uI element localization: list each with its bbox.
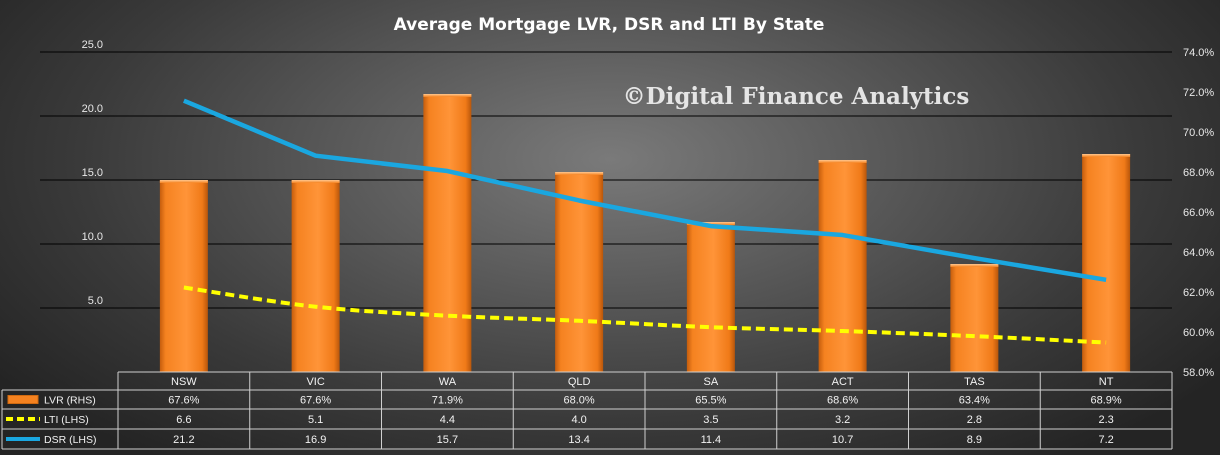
data-label: 13.4: [568, 434, 589, 446]
data-label: 7.2: [1098, 434, 1113, 446]
y-right-tick-label: 70.0%: [1183, 127, 1214, 139]
legend-label: LTI (LHS): [44, 414, 89, 426]
category-label: VIC: [306, 376, 324, 388]
y-axis-left: 5.0 10.0 15.0 20.0 25.0: [82, 39, 103, 307]
y-right-tick-label: 62.0%: [1183, 287, 1214, 299]
y-left-tick-label: 10.0: [82, 231, 103, 243]
data-label: 2.3: [1098, 414, 1113, 426]
y-right-tick-label: 60.0%: [1183, 327, 1214, 339]
legend-label: LVR (RHS): [44, 395, 96, 407]
data-label: 2.8: [967, 414, 982, 426]
data-label: 4.4: [440, 414, 455, 426]
data-label: 4.0: [571, 414, 586, 426]
bar-series: [159, 94, 1131, 372]
legend-label: DSR (LHS): [44, 434, 97, 446]
chart-title: Average Mortgage LVR, DSR and LTI By Sta…: [394, 15, 825, 35]
data-label: 8.9: [967, 434, 982, 446]
y-left-tick-label: 25.0: [82, 39, 103, 51]
line-series: [183, 98, 1107, 345]
bar-cap: [159, 180, 208, 183]
data-label: 67.6%: [300, 395, 331, 407]
bar-cap: [423, 94, 472, 97]
data-label: 16.9: [305, 434, 326, 446]
category-label: WA: [439, 376, 457, 388]
data-label: 10.7: [832, 434, 853, 446]
watermark: ©Digital Finance Analytics: [623, 83, 970, 110]
bar-cap: [291, 180, 340, 183]
gridlines: [40, 51, 1172, 309]
data-label: 65.5%: [695, 395, 726, 407]
data-label: 63.4%: [959, 395, 990, 407]
data-label: 6.6: [176, 414, 191, 426]
data-label: 5.1: [308, 414, 323, 426]
bar-cap: [1082, 154, 1131, 157]
y-right-tick-label: 68.0%: [1183, 167, 1214, 179]
data-label: 68.6%: [827, 395, 858, 407]
bar: [950, 264, 999, 372]
data-label: 21.2: [173, 434, 194, 446]
y-right-tick-label: 74.0%: [1183, 47, 1214, 59]
bar: [686, 222, 735, 372]
y-left-tick-label: 5.0: [88, 295, 103, 307]
bar: [423, 94, 472, 372]
data-label: 15.7: [437, 434, 458, 446]
dsr-line: [183, 98, 1107, 283]
y-right-tick-label: 58.0%: [1183, 367, 1214, 379]
y-left-tick-label: 15.0: [82, 167, 103, 179]
category-label: SA: [704, 376, 719, 388]
data-label: 68.9%: [1091, 395, 1122, 407]
bar-cap: [950, 264, 999, 267]
lti-line: [183, 285, 1107, 345]
data-label: 68.0%: [564, 395, 595, 407]
y-right-tick-label: 64.0%: [1183, 247, 1214, 259]
data-label: 71.9%: [432, 395, 463, 407]
bar: [1082, 154, 1131, 372]
bar: [291, 180, 340, 372]
bar-cap: [686, 222, 735, 225]
category-label: QLD: [568, 376, 591, 388]
category-label: TAS: [964, 376, 985, 388]
bar: [818, 160, 867, 372]
data-label: 3.5: [703, 414, 718, 426]
bar-cap: [818, 160, 867, 163]
bar-cap: [555, 172, 604, 175]
y-right-tick-label: 66.0%: [1183, 207, 1214, 219]
data-label: 3.2: [835, 414, 850, 426]
y-axis-right: 58.0% 60.0% 62.0% 64.0% 66.0% 68.0% 70.0% 72.0%…: [1183, 47, 1214, 379]
y-right-tick-label: 72.0%: [1183, 87, 1214, 99]
legend-key-bar: [7, 395, 39, 404]
data-table: NSW VIC WA QLD SA ACT TAS NT LVR (RHS) 67.6% 67.6%…: [1, 371, 1173, 450]
category-label: NT: [1099, 376, 1114, 388]
category-label: ACT: [832, 376, 854, 388]
data-label: 11.4: [701, 434, 722, 446]
category-label: NSW: [171, 376, 197, 388]
bar: [159, 180, 208, 372]
data-label: 67.6%: [168, 395, 199, 407]
y-left-tick-label: 20.0: [82, 103, 103, 115]
